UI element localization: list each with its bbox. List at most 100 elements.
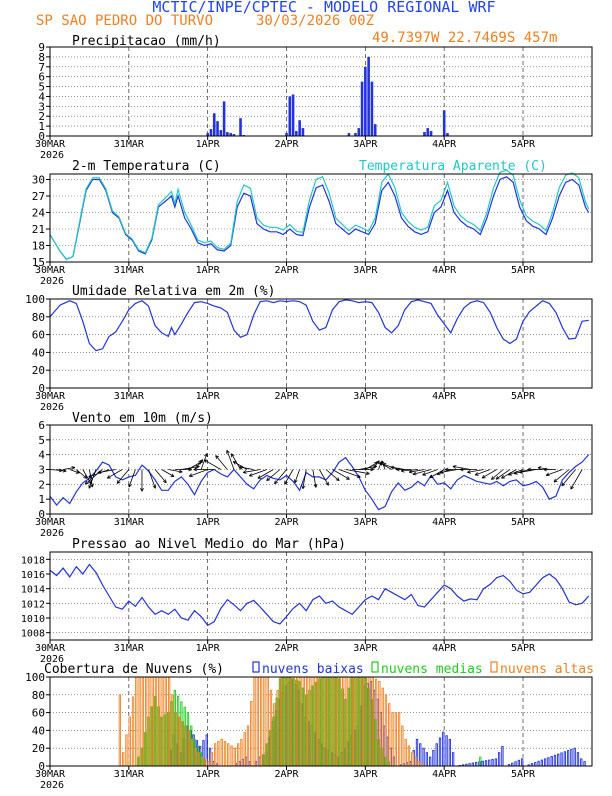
cloud-bar-low [541,760,542,766]
cloud-y-tick-label: 60 [32,707,45,720]
cloud-bar-low [577,753,578,766]
cloud-bar-low [581,759,582,766]
wind-arrow-head [514,474,517,475]
temp-x-tick-label: 31MAR [114,265,145,276]
wind-arrow-head [63,471,66,472]
cloud-bar-low [475,762,476,766]
temp-frame [50,174,592,262]
cloud-bar-high [418,762,419,766]
temp-series-line [50,177,589,259]
cloud-bar-low [492,759,493,766]
cloud-bar-low [518,760,519,766]
cloud-title: Cobertura de Nuvens (%) [44,662,224,677]
precip-x-tick-label: 30MAR [35,139,66,150]
precip-bar [226,132,229,136]
cloud-bar-high [257,677,258,766]
cloud-bar-high [208,762,209,766]
pressure-lines [50,565,589,626]
precip-bar [298,120,301,136]
cloud-legend-mid-swatch [372,662,378,672]
cloud-bar-high [260,677,261,766]
cloud-panel: Cobertura de Nuvens (%) nuvens baixas nu… [25,662,594,791]
cloud-bar-high [395,713,396,766]
temp-y-tick-label: 24 [32,207,46,220]
precip-x-tick-label: 31MAR [114,139,145,150]
wind-x-year: 2026 [40,528,64,539]
wind-arrow-shaft [285,470,293,485]
wind-arrow [546,470,562,476]
wind-arrow-head [72,466,75,467]
wind-arrow [204,460,221,470]
pressure-x-tick-label: 30MAR [35,643,66,654]
cloud-x-tick-label: 3APR [353,769,378,780]
humidity-y-tick-label: 100 [25,293,45,306]
humidity-title: Umidade Relativa em 2m (%) [72,284,276,299]
precip-bar [426,128,429,136]
wind-y-tick-label: 3 [38,464,45,477]
cloud-bar-low [436,744,437,766]
precip-bar [213,113,216,136]
precip-bar [423,132,426,136]
wind-arrow-shaft [85,470,102,485]
header-location: SP SAO PEDRO DO TURVO [36,13,213,29]
precip-bar [367,57,370,136]
cloud-x-tick-label: 2APR [274,769,299,780]
humidity-y-tick-label: 40 [32,346,45,359]
wind-arrow-head [520,472,523,473]
wind-arrow [227,450,234,469]
cloud-bar-low [567,751,568,766]
cloud-legend-low-swatch [253,662,259,672]
cloud-x-year: 2026 [40,780,64,791]
wind-arrow [70,470,80,474]
humidity-series-line [50,300,589,351]
cloud-bar-low [495,759,496,766]
cloud-bar-high [132,697,133,766]
cloud-bar-high [129,717,130,766]
header-run: 30/03/2026 00Z [256,13,374,29]
precip-bar [220,130,223,136]
wind-arrow [140,470,143,492]
cloud-bar-low [433,750,434,766]
precip-bar [223,101,226,136]
temp-x-tick-label: 2APR [274,265,299,276]
wind-lines [50,450,589,509]
precip-bar [374,124,377,136]
humidity-x-year: 2026 [40,402,64,413]
cloud-bar-high [211,753,212,766]
pressure-x-tick-label: 2APR [274,643,299,654]
precip-bar [292,94,295,136]
wind-arrow [63,466,75,469]
temp-y-tick-label: 27 [32,190,45,203]
wind-arrow-head [453,465,456,466]
cloud-bar-high [412,753,413,766]
temp-x-tick-label: 30MAR [35,265,66,276]
temp-y-tick-label: 18 [32,240,45,253]
precip-grid [50,47,592,136]
cloud-bar-high [408,746,409,766]
cloud-bar-low [535,762,536,766]
humidity-x-tick-label: 30MAR [35,391,66,402]
cloud-bar-high [218,742,219,766]
temp-panel: 2-m Temperatura (C) Temperatura Aparente… [32,159,592,287]
temp-series-line [50,170,589,259]
wind-arrow-shaft [546,470,562,476]
cloud-bar-low [502,746,503,766]
cloud-bar-high [244,733,245,766]
humidity-y-tick-label: 60 [32,329,45,342]
precip-bar [364,67,367,136]
cloud-bar-low [521,759,522,766]
cloud-y-tick-label: 100 [25,671,45,684]
cloud-bar-low [561,753,562,766]
wind-arrow-head [413,474,416,475]
temp-y-tick-label: 21 [32,223,45,236]
wind-arrow-head [179,472,182,473]
cloud-bar-high [228,744,229,766]
precip-x-tick-label: 4APR [432,139,457,150]
